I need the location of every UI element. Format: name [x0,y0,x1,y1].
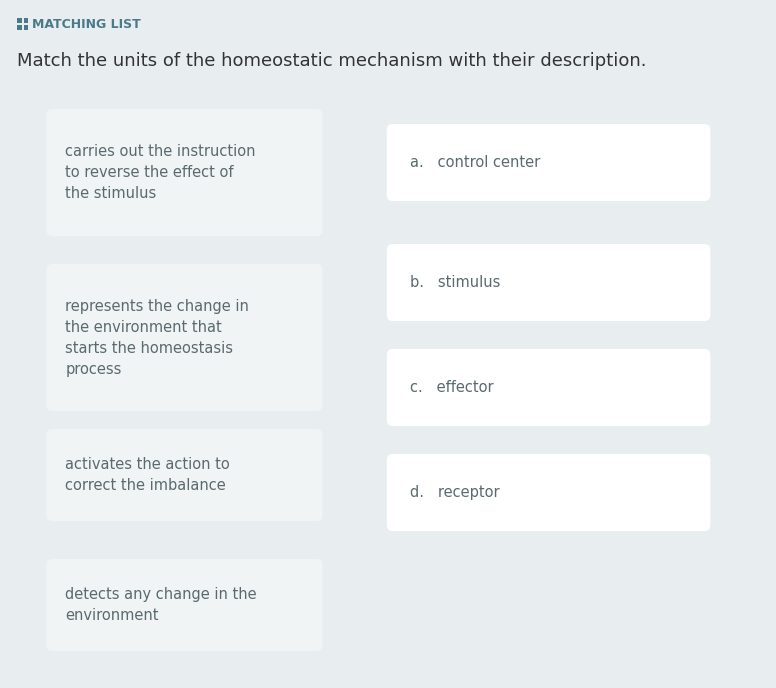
Text: a.   control center: a. control center [410,155,540,170]
Text: d.   receptor: d. receptor [410,485,499,500]
FancyBboxPatch shape [387,349,710,426]
FancyBboxPatch shape [17,25,22,30]
Text: activates the action to
correct the imbalance: activates the action to correct the imba… [65,457,230,493]
Text: b.   stimulus: b. stimulus [410,275,500,290]
FancyBboxPatch shape [387,454,710,531]
FancyBboxPatch shape [387,124,710,201]
Text: detects any change in the
environment: detects any change in the environment [65,587,257,623]
Text: carries out the instruction
to reverse the effect of
the stimulus: carries out the instruction to reverse t… [65,144,256,201]
FancyBboxPatch shape [47,109,323,236]
Text: represents the change in
the environment that
starts the homeostasis
process: represents the change in the environment… [65,299,249,376]
FancyBboxPatch shape [23,25,29,30]
FancyBboxPatch shape [387,244,710,321]
Text: Match the units of the homeostatic mechanism with their description.: Match the units of the homeostatic mecha… [17,52,646,70]
Text: MATCHING LIST: MATCHING LIST [32,17,141,30]
FancyBboxPatch shape [23,18,29,23]
Text: c.   effector: c. effector [410,380,494,395]
FancyBboxPatch shape [17,18,22,23]
FancyBboxPatch shape [47,559,323,651]
FancyBboxPatch shape [47,429,323,521]
FancyBboxPatch shape [47,264,323,411]
